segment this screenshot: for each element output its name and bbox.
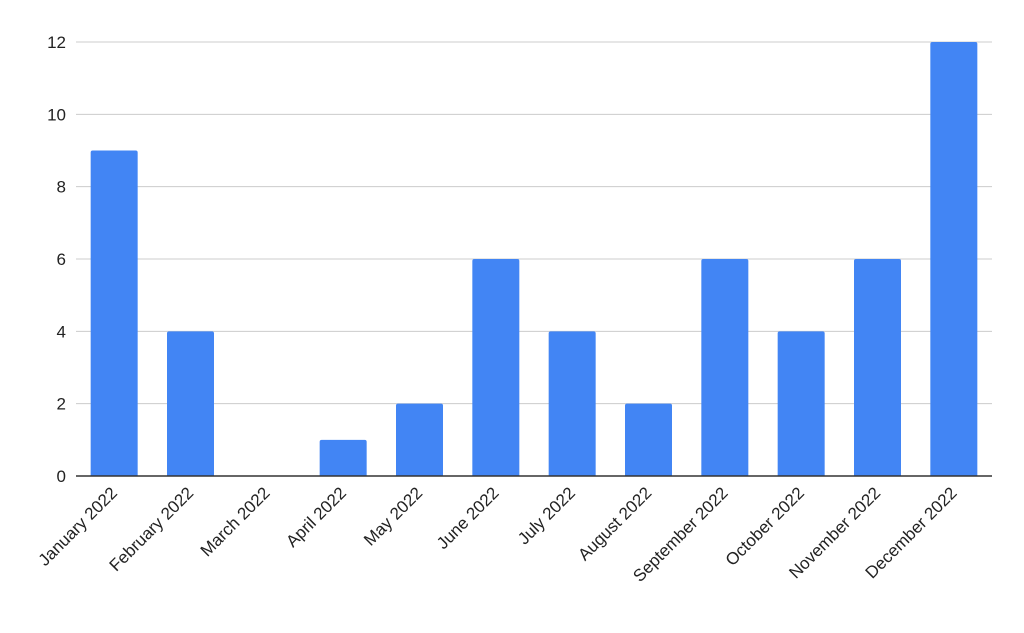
bar-7[interactable] bbox=[548, 331, 596, 476]
y-tick-label: 12 bbox=[47, 33, 66, 52]
gridlines bbox=[76, 41, 992, 405]
bar-11[interactable] bbox=[854, 259, 901, 476]
x-tick-label: March 2022 bbox=[197, 483, 274, 560]
x-tick-label: May 2022 bbox=[360, 483, 426, 549]
bar-10[interactable] bbox=[777, 331, 825, 476]
bar-2[interactable] bbox=[167, 331, 214, 476]
y-tick-label: 4 bbox=[57, 322, 66, 341]
y-tick-label: 2 bbox=[57, 395, 66, 414]
bars bbox=[90, 42, 978, 477]
x-tick-label: June 2022 bbox=[433, 483, 503, 553]
bar-8[interactable] bbox=[625, 403, 672, 476]
bar-12[interactable] bbox=[930, 42, 978, 476]
bar-9[interactable] bbox=[701, 259, 749, 476]
x-tick-label: July 2022 bbox=[514, 483, 579, 548]
y-tick-label: 8 bbox=[57, 178, 66, 197]
bar-4[interactable] bbox=[319, 439, 367, 476]
x-tick-label: April 2022 bbox=[282, 483, 350, 551]
y-tick-label: 0 bbox=[57, 467, 66, 486]
x-tick-label: October 2022 bbox=[722, 483, 808, 569]
y-tick-label: 6 bbox=[57, 250, 66, 269]
x-tick-label: August 2022 bbox=[574, 483, 655, 564]
bar-6[interactable] bbox=[472, 259, 520, 476]
y-tick-label: 10 bbox=[47, 105, 66, 124]
y-axis-tick-labels: 0 2 4 6 8 10 12 bbox=[47, 33, 66, 486]
bar-5[interactable] bbox=[396, 403, 443, 476]
x-tick-label: January 2022 bbox=[35, 483, 121, 569]
bar-1[interactable] bbox=[90, 150, 138, 477]
